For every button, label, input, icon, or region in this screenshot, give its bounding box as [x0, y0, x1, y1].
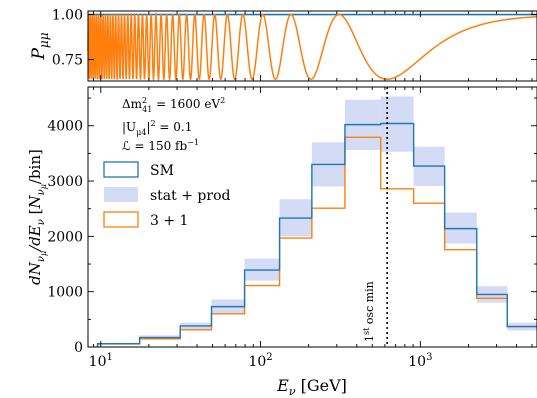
bottom-x-tick-label: 103: [408, 352, 432, 370]
annotation-lumi: ℒ = 150 fb−1: [122, 138, 199, 153]
top-y-tick-label: 0.75: [52, 52, 83, 68]
osc-probability-curve: [87, 11, 537, 82]
bottom-ylabel: dNνμ/dEν [Nνμ/bin]: [26, 149, 48, 285]
annotation-dm2: Δm2 41 = 1600 eV2: [122, 96, 225, 114]
sm-histogram: [96, 122, 537, 347]
bottom-panel-frame: [87, 86, 537, 348]
bottom-panel: 1st osc min 0 1000 2000 3000 4000 101 102 103 Δ…: [26, 86, 537, 398]
bottom-x-tick-label: 102: [248, 352, 272, 370]
bottom-xlabel: Eν [GeV]: [276, 376, 347, 398]
annotation-mixing: |Uμ4|2 = 0.1: [122, 119, 192, 137]
legend-label-sm: SM: [150, 163, 174, 179]
legend-swatch-three-plus-one: [103, 211, 139, 228]
bottom-y-tick-label: 2000: [47, 229, 83, 245]
bottom-y-tick-label: 3000: [47, 174, 83, 190]
first-osc-min-label: 1st osc min: [362, 281, 376, 342]
top-panel-frame: [87, 10, 537, 82]
bottom-ticks: 0 1000 2000 3000 4000 101 102 103: [47, 87, 537, 370]
legend-label-three-plus-one: 3 + 1: [150, 213, 188, 229]
top-ylabel: Pμμ: [29, 32, 51, 60]
legend: SM stat + prod 3 + 1: [103, 161, 230, 229]
parameter-annotations: Δm2 41 = 1600 eV2 |Uμ4|2 = 0.1 ℒ = 150 fb…: [122, 96, 225, 153]
top-plot-area: [87, 11, 537, 82]
bottom-x-tick-label: 101: [89, 352, 113, 370]
bottom-y-tick-label: 1000: [47, 285, 83, 301]
top-ticks: 0.75 1.00: [52, 8, 537, 81]
legend-swatch-band: [104, 187, 138, 202]
legend-swatch-sm: [103, 161, 139, 178]
legend-label-band: stat + prod: [150, 188, 230, 204]
bottom-y-tick-label: 4000: [47, 119, 83, 135]
step-histograms: [96, 122, 537, 347]
bottom-y-tick-label: 0: [74, 340, 83, 356]
top-panel: 0.75 1.00 Pμμ: [29, 8, 537, 82]
top-y-tick-label: 1.00: [52, 8, 83, 24]
